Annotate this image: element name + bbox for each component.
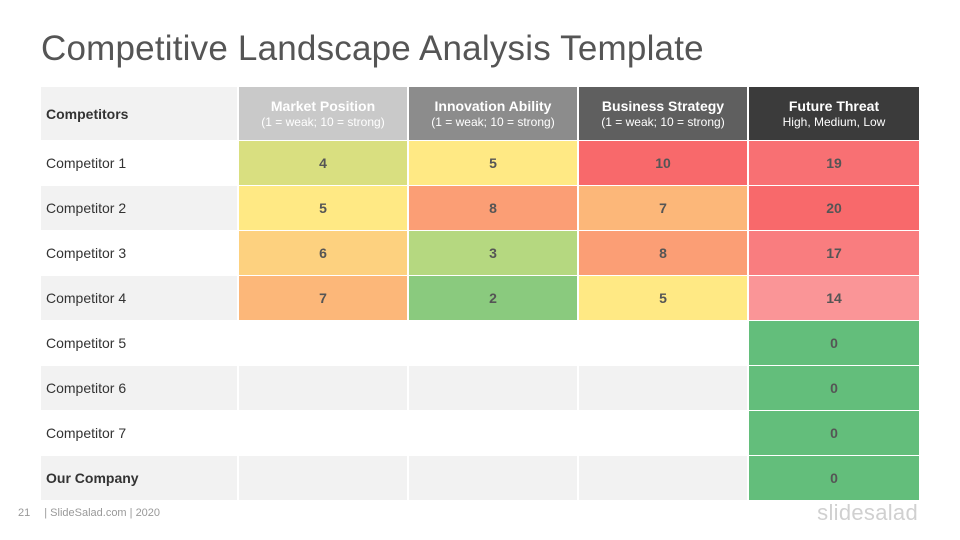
score-cell bbox=[577, 455, 748, 500]
competitor-name: Competitor 7 bbox=[41, 410, 238, 456]
score-cell bbox=[237, 455, 408, 500]
competitor-name: Competitor 3 bbox=[41, 230, 238, 276]
competitor-name: Our Company bbox=[41, 455, 238, 500]
competitor-name: Competitor 2 bbox=[41, 185, 238, 231]
table-row: Competitor 5 0 bbox=[41, 320, 919, 366]
score-cell bbox=[407, 320, 578, 366]
table-row: Competitor 2 5 8 7 20 bbox=[41, 185, 919, 231]
table-row: Competitor 4 7 2 5 14 bbox=[41, 275, 919, 321]
footer-text: | SlideSalad.com | 2020 bbox=[44, 507, 161, 519]
table-header-row: Competitors Market Position (1 = weak; 1… bbox=[41, 87, 919, 141]
header-competitors: Competitors bbox=[41, 87, 238, 141]
score-cell: 0 bbox=[747, 410, 919, 456]
score-cell bbox=[407, 410, 578, 456]
header-market-position: Market Position (1 = weak; 10 = strong) bbox=[237, 87, 408, 141]
score-cell: 10 bbox=[577, 140, 748, 186]
header-title: Business Strategy bbox=[601, 97, 725, 114]
score-cell: 8 bbox=[407, 185, 578, 231]
page-number: 21 bbox=[18, 507, 31, 519]
score-cell: 0 bbox=[747, 455, 919, 500]
score-cell: 19 bbox=[747, 140, 919, 186]
score-cell: 7 bbox=[577, 185, 748, 231]
header-title: Future Threat bbox=[788, 97, 880, 114]
score-cell bbox=[577, 410, 748, 456]
score-cell: 4 bbox=[237, 140, 408, 186]
header-subtitle: (1 = weak; 10 = strong) bbox=[261, 114, 385, 129]
score-cell bbox=[577, 320, 748, 366]
score-cell bbox=[577, 365, 748, 411]
score-cell: 2 bbox=[407, 275, 578, 321]
competitor-name: Competitor 5 bbox=[41, 320, 238, 366]
competitor-name: Competitor 1 bbox=[41, 140, 238, 186]
score-cell bbox=[237, 320, 408, 366]
header-title: Market Position bbox=[270, 97, 376, 114]
score-cell: 17 bbox=[747, 230, 919, 276]
score-cell bbox=[407, 455, 578, 500]
score-cell: 0 bbox=[747, 365, 919, 411]
table-row: Competitor 3 6 3 8 17 bbox=[41, 230, 919, 276]
score-cell: 0 bbox=[747, 320, 919, 366]
header-future-threat: Future Threat High, Medium, Low bbox=[747, 87, 919, 141]
score-cell: 20 bbox=[747, 185, 919, 231]
competitor-name: Competitor 6 bbox=[41, 365, 238, 411]
score-cell: 14 bbox=[747, 275, 919, 321]
header-subtitle: (1 = weak; 10 = strong) bbox=[601, 114, 725, 129]
table-row: Our Company 0 bbox=[41, 455, 919, 500]
header-innovation-ability: Innovation Ability (1 = weak; 10 = stron… bbox=[407, 87, 578, 141]
score-cell: 6 bbox=[237, 230, 408, 276]
slide-footer: 21 | SlideSalad.com | 2020 bbox=[18, 507, 160, 519]
table-row: Competitor 6 0 bbox=[41, 365, 919, 411]
brand-logo: slidesalad bbox=[817, 500, 918, 525]
score-cell: 5 bbox=[577, 275, 748, 321]
header-business-strategy: Business Strategy (1 = weak; 10 = strong… bbox=[577, 87, 748, 141]
score-cell bbox=[237, 365, 408, 411]
header-subtitle: (1 = weak; 10 = strong) bbox=[431, 114, 555, 129]
score-cell: 5 bbox=[407, 140, 578, 186]
slide-title: Competitive Landscape Analysis Template bbox=[41, 29, 704, 68]
score-cell: 7 bbox=[237, 275, 408, 321]
header-title: Innovation Ability bbox=[434, 97, 552, 114]
table-row: Competitor 7 0 bbox=[41, 410, 919, 456]
table-body: Competitor 1 4 5 10 19 Competitor 2 5 8 7 20 Compe… bbox=[41, 140, 919, 500]
competitor-name: Competitor 4 bbox=[41, 275, 238, 321]
score-cell bbox=[407, 365, 578, 411]
score-cell: 8 bbox=[577, 230, 748, 276]
header-subtitle: High, Medium, Low bbox=[782, 114, 886, 129]
table-row: Competitor 1 4 5 10 19 bbox=[41, 140, 919, 186]
score-cell: 3 bbox=[407, 230, 578, 276]
competitive-analysis-table: Competitors Market Position (1 = weak; 1… bbox=[41, 87, 919, 500]
score-cell: 5 bbox=[237, 185, 408, 231]
score-cell bbox=[237, 410, 408, 456]
